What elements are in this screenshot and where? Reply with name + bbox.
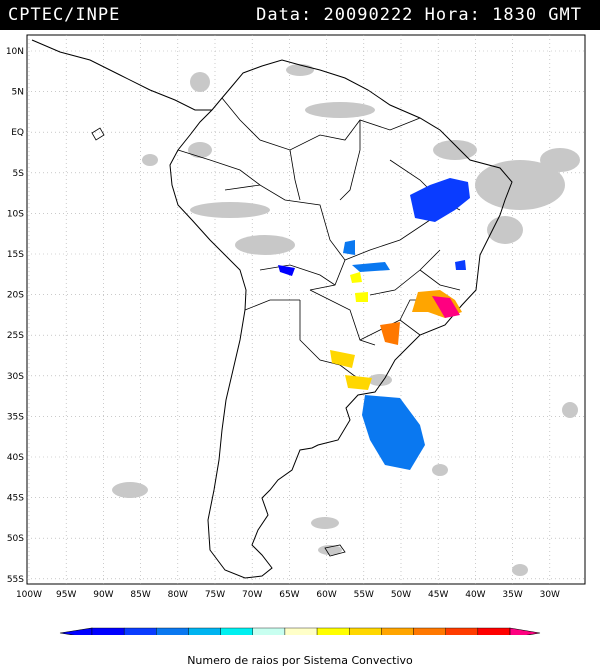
- lat-label: 50S: [7, 534, 24, 544]
- system-atlantic: [362, 395, 425, 470]
- system-argentina-center: [345, 375, 372, 390]
- lat-label: 55S: [7, 575, 24, 585]
- lat-label: 15S: [7, 250, 24, 260]
- lat-label: 40S: [7, 453, 24, 463]
- falklands-coastline: [324, 544, 346, 557]
- cloud-cover: [112, 64, 580, 576]
- lon-label: 100W: [16, 590, 42, 600]
- lat-label: 45S: [7, 494, 24, 504]
- legend-swatch: [477, 627, 511, 639]
- legend-swatch: [123, 627, 157, 639]
- legend-swatch: [91, 627, 125, 639]
- lat-label: EQ: [11, 128, 24, 138]
- system-parana: [380, 322, 400, 345]
- lon-label: 60W: [316, 590, 336, 600]
- legend-swatch: [381, 627, 414, 639]
- legend-colorbar: [59, 627, 541, 639]
- lon-label: 75W: [205, 590, 225, 600]
- lat-label: 25S: [7, 331, 24, 341]
- lat-label: 35S: [7, 412, 24, 422]
- lon-label: 55W: [354, 590, 374, 600]
- lat-label: 5S: [13, 169, 25, 179]
- legend-swatch: [413, 627, 446, 639]
- legend-swatch: [445, 627, 479, 639]
- legend-swatch: [156, 627, 189, 639]
- lat-label: 20S: [7, 291, 24, 301]
- graticule: [27, 35, 585, 584]
- system-ne-brazil: [410, 178, 470, 222]
- legend-swatch: [349, 627, 382, 639]
- lon-label: 90W: [93, 590, 113, 600]
- lat-label: 10N: [6, 47, 24, 57]
- lon-label: 35W: [502, 590, 522, 600]
- system-yellow-2: [355, 292, 368, 302]
- lon-label: 50W: [391, 590, 411, 600]
- lat-label: 30S: [7, 372, 24, 382]
- datetime-label: Data: 20090222 Hora: 1830 GMT: [256, 5, 582, 25]
- system-sao-paulo-peak: [432, 296, 460, 318]
- lon-label: 40W: [465, 590, 485, 600]
- map-frame: [26, 34, 586, 585]
- central-america-coastline: [31, 39, 212, 111]
- lat-label: 10S: [7, 209, 24, 219]
- legend-arrow-low: [59, 627, 93, 639]
- legend-swatch: [316, 627, 350, 639]
- legend-swatch: [188, 627, 221, 639]
- system-mato-grosso: [352, 262, 390, 272]
- lon-label: 95W: [56, 590, 76, 600]
- map-header: CPTEC/INPE Data: 20090222 Hora: 1830 GMT: [0, 0, 600, 30]
- convective-systems: [278, 178, 470, 470]
- longitude-labels: 100W 95W 90W 85W 80W 75W 70W 65W 60W 55W 50W 45W 40W…: [16, 590, 560, 600]
- lon-label: 65W: [279, 590, 299, 600]
- lat-label: 5N: [12, 88, 24, 98]
- system-central-brazil: [343, 240, 355, 255]
- system-yellow-1: [350, 272, 362, 283]
- source-label: CPTEC/INPE: [8, 5, 121, 25]
- lon-label: 80W: [168, 590, 188, 600]
- lon-label: 30W: [540, 590, 560, 600]
- system-minas: [455, 260, 466, 270]
- lightning-map: 10N 5N EQ 5S 10S 15S 20S 25S 30S 35S 40S 45S 50S 55S …: [0, 30, 600, 652]
- lon-label: 45W: [428, 590, 448, 600]
- legend-swatch: [284, 627, 318, 639]
- latitude-labels: 10N 5N EQ 5S 10S 15S 20S 25S 30S 35S 40S 45S 50S 55S: [6, 47, 24, 585]
- legend-swatch: [220, 627, 253, 639]
- lon-label: 85W: [130, 590, 150, 600]
- legend-swatch: [252, 627, 286, 639]
- legend-title: Numero de raios por Sistema Convectivo: [187, 654, 413, 667]
- south-america-coastline: [169, 59, 513, 579]
- system-argentina-north: [330, 350, 355, 368]
- lon-label: 70W: [242, 590, 262, 600]
- galapagos-coastline: [91, 127, 105, 141]
- legend-arrow-high: [509, 627, 541, 639]
- system-bolivia: [278, 265, 295, 276]
